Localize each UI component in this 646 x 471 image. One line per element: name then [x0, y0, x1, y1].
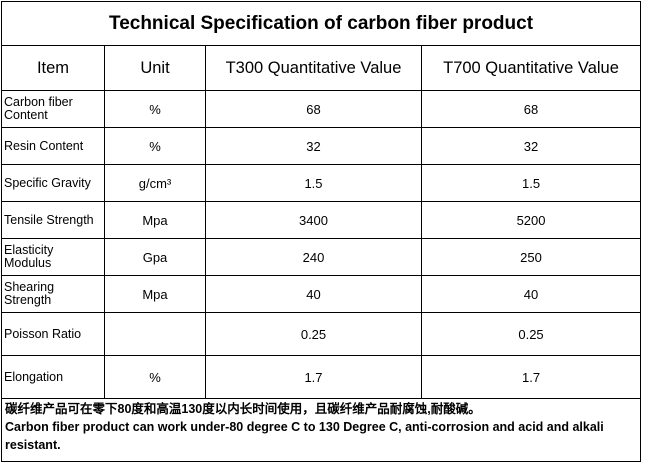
row-unit — [104, 312, 206, 356]
row-t700: 68 — [420, 90, 642, 128]
notes-cell: 碳纤维产品可在零下80度和高温130度以内长时间使用，且碳纤维产品耐腐蚀,耐酸碱… — [0, 398, 642, 462]
row-t700: 32 — [420, 127, 642, 165]
row-t700: 5200 — [420, 201, 642, 239]
spec-table: Technical Specification of carbon fiber … — [0, 1, 642, 462]
notes-row: 碳纤维产品可在零下80度和高温130度以内长时间使用，且碳纤维产品耐腐蚀,耐酸碱… — [0, 398, 642, 462]
row-t300: 68 — [205, 90, 422, 128]
row-unit: Gpa — [104, 238, 206, 276]
row-t300: 240 — [205, 238, 422, 276]
row-item: Shearing Strength — [1, 275, 105, 313]
table-row: Shearing Strength Mpa 40 40 — [1, 275, 642, 313]
row-unit: Mpa — [104, 275, 206, 313]
row-t700: 1.5 — [420, 164, 642, 202]
title-row: Technical Specification of carbon fiber … — [0, 1, 642, 46]
row-item: Elongation — [1, 355, 105, 399]
row-t700: 1.7 — [420, 355, 642, 399]
table-row: Elasticity Modulus Gpa 240 250 — [1, 238, 642, 276]
table-title: Technical Specification of carbon fiber … — [0, 1, 642, 46]
row-item: Carbon fiber Content — [1, 90, 105, 128]
table-row: Tensile Strength Mpa 3400 5200 — [1, 201, 642, 239]
row-t300: 1.7 — [205, 355, 422, 399]
header-t700: T700 Quantitative Value — [420, 45, 642, 91]
row-t700: 40 — [420, 275, 642, 313]
row-t700: 0.25 — [420, 312, 642, 356]
row-t300: 1.5 — [205, 164, 422, 202]
row-t300: 40 — [205, 275, 422, 313]
row-unit: % — [104, 127, 206, 165]
row-item: Elasticity Modulus — [1, 238, 105, 276]
row-t700: 250 — [420, 238, 642, 276]
note-chinese: 碳纤维产品可在零下80度和高温130度以内长时间使用，且碳纤维产品耐腐蚀,耐酸碱… — [5, 402, 481, 416]
header-t300: T300 Quantitative Value — [205, 45, 422, 91]
row-unit: % — [104, 355, 206, 399]
table-row: Specific Gravity g/cm³ 1.5 1.5 — [1, 164, 642, 202]
header-row: Item Unit T300 Quantitative Value T700 Q… — [1, 45, 642, 91]
row-item: Poisson Ratio — [1, 312, 105, 356]
row-t300: 32 — [205, 127, 422, 165]
row-t300: 3400 — [205, 201, 422, 239]
row-unit: % — [104, 90, 206, 128]
row-unit: Mpa — [104, 201, 206, 239]
row-item: Resin Content — [1, 127, 105, 165]
row-item: Specific Gravity — [1, 164, 105, 202]
table-row: Elongation % 1.7 1.7 — [1, 355, 642, 399]
row-unit: g/cm³ — [104, 164, 206, 202]
table-row: Poisson Ratio 0.25 0.25 — [1, 312, 642, 356]
table-row: Resin Content % 32 32 — [1, 127, 642, 165]
header-item: Item — [1, 45, 105, 91]
row-item: Tensile Strength — [1, 201, 105, 239]
row-t300: 0.25 — [205, 312, 422, 356]
table-row: Carbon fiber Content % 68 68 — [1, 90, 642, 128]
header-unit: Unit — [104, 45, 206, 91]
note-english: Carbon fiber product can work under-80 d… — [5, 420, 604, 452]
